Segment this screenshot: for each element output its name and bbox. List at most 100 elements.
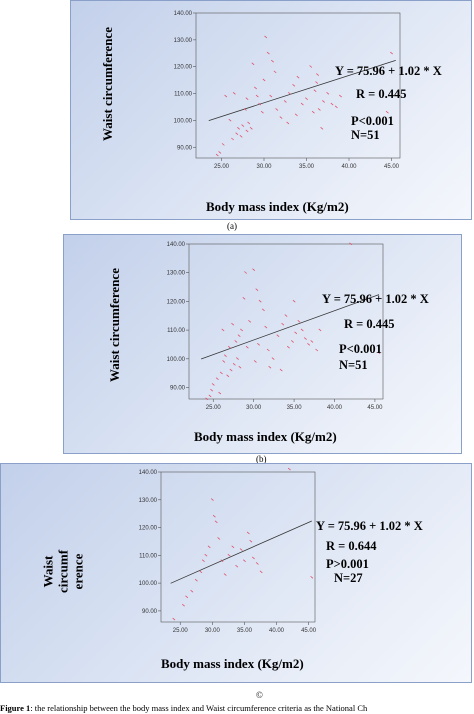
data-point <box>245 97 249 101</box>
data-point <box>300 328 304 332</box>
data-point <box>201 559 205 562</box>
y-tick-label: 140.00 <box>167 242 186 248</box>
n-value: N=27 <box>334 571 363 585</box>
data-point <box>251 556 255 560</box>
regression-line <box>200 294 380 360</box>
data-point <box>322 100 325 103</box>
data-point <box>292 299 296 303</box>
y-tick-label: 110.00 <box>167 328 186 334</box>
data-point <box>255 94 259 98</box>
y-tick-label: 120.00 <box>167 299 186 305</box>
data-point <box>236 357 239 360</box>
y-tick-label: 110.00 <box>139 553 158 559</box>
data-point <box>317 108 321 111</box>
data-point <box>194 578 198 582</box>
panel-caption-c: © <box>256 690 263 700</box>
data-point <box>208 394 212 398</box>
plot-area: 90.00 100.00 110.00 120.00 130.00 140.00 25.00… <box>159 240 389 415</box>
data-point <box>172 617 176 621</box>
data-point <box>279 116 283 119</box>
data-point <box>330 102 334 106</box>
data-point <box>204 553 208 557</box>
data-point <box>199 570 203 574</box>
data-point <box>185 595 189 599</box>
x-tick-label: 25.00 <box>173 628 189 634</box>
data-point <box>227 553 231 557</box>
data-point <box>309 65 313 68</box>
data-point <box>231 545 235 549</box>
data-point <box>223 573 227 576</box>
data-point <box>221 143 225 146</box>
y-tick-label: 100.00 <box>174 118 193 124</box>
data-point <box>313 89 317 92</box>
x-axis-label: Body mass index (Kg/m2) <box>194 429 337 444</box>
data-point <box>300 102 304 106</box>
y-tick-label: 140.00 <box>174 11 193 17</box>
data-point <box>238 365 242 369</box>
figure-caption-text: : the relationship between the body mass… <box>30 703 368 713</box>
data-point <box>268 365 272 369</box>
data-point <box>294 113 298 117</box>
x-tick-label: 40.00 <box>327 405 343 411</box>
data-point <box>253 360 257 363</box>
p-value: P>0.001 <box>326 557 369 571</box>
figure-label: Figure 1 <box>0 703 31 713</box>
data-point <box>232 363 236 366</box>
data-point <box>349 242 353 246</box>
data-point <box>217 537 221 540</box>
data-point <box>260 110 264 114</box>
x-tick-label: 30.00 <box>256 164 272 170</box>
chart-panel-b: Waist circumference 90.00 100.00 110.00 120… <box>63 234 462 454</box>
regression-equation: Y = 75.96 + 1.02 * X <box>316 519 423 533</box>
r-value: R = 0.644 <box>326 539 377 553</box>
data-point <box>303 337 307 340</box>
data-point <box>311 110 315 114</box>
data-point <box>287 467 291 471</box>
data-point <box>215 153 219 157</box>
scatter-plot: 90.00 100.00 110.00 120.00 130.00 140.00 25.00… <box>174 11 401 170</box>
data-point <box>339 94 342 98</box>
y-tick-label: 90.00 <box>142 609 158 615</box>
data-point <box>297 319 301 323</box>
data-point <box>231 322 235 326</box>
data-point <box>269 94 273 98</box>
data-point <box>182 603 185 607</box>
data-point <box>212 514 216 518</box>
panel-caption-b: (b) <box>256 454 267 464</box>
data-point <box>294 331 298 335</box>
data-point <box>221 328 225 332</box>
data-point <box>239 135 243 138</box>
data-point <box>292 83 296 87</box>
data-point <box>316 73 320 76</box>
y-axis-label: Waist circumference <box>107 268 122 382</box>
plot-frame <box>160 471 316 623</box>
data-point <box>255 288 259 292</box>
data-point <box>320 126 324 130</box>
data-point <box>241 124 245 127</box>
x-tick-label: 40.00 <box>269 628 285 634</box>
data-point <box>385 110 389 114</box>
data-point <box>273 70 277 74</box>
data-point <box>218 151 222 154</box>
data-point <box>232 92 236 95</box>
data-point <box>210 388 214 392</box>
x-tick-label: 45.00 <box>367 405 383 411</box>
plot-frame <box>188 243 384 400</box>
regression-equation: Y = 75.96 + 1.02 * X <box>335 64 442 78</box>
data-point <box>244 271 248 274</box>
y-tick-label: 140.00 <box>139 470 158 476</box>
data-point <box>276 334 280 337</box>
data-point <box>229 368 233 372</box>
y-tick-label: 100.00 <box>139 581 158 587</box>
x-tick-label: 45.00 <box>384 164 400 170</box>
regression-equation: Y = 75.96 + 1.02 * X <box>322 292 429 306</box>
data-point <box>258 299 262 303</box>
plot-area: 90.00 100.00 110.00 120.00 130.00 140.00 25.00… <box>166 9 406 174</box>
y-tick-label: 120.00 <box>174 65 193 71</box>
data-point <box>235 564 239 568</box>
data-point <box>315 81 319 84</box>
data-point <box>245 345 249 349</box>
x-tick-label: 35.00 <box>237 628 253 634</box>
x-tick-label: 40.00 <box>341 164 357 170</box>
data-point <box>296 75 300 79</box>
